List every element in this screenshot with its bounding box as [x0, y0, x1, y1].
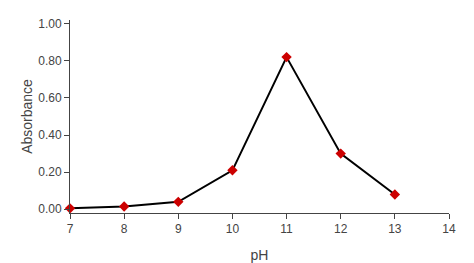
- svg-text:8: 8: [121, 222, 128, 236]
- svg-text:1.00: 1.00: [38, 17, 62, 31]
- svg-text:0.00: 0.00: [38, 202, 62, 216]
- svg-text:7: 7: [67, 222, 74, 236]
- svg-text:0.40: 0.40: [38, 128, 62, 142]
- svg-text:Absorbance: Absorbance: [19, 79, 35, 154]
- svg-text:0.80: 0.80: [38, 54, 62, 68]
- svg-text:0.60: 0.60: [38, 91, 62, 105]
- svg-text:9: 9: [175, 222, 182, 236]
- svg-text:11: 11: [280, 222, 293, 236]
- svg-text:10: 10: [226, 222, 240, 236]
- svg-text:0.20: 0.20: [38, 165, 62, 179]
- svg-text:pH: pH: [251, 247, 269, 263]
- svg-text:13: 13: [388, 222, 402, 236]
- svg-text:14: 14: [442, 222, 456, 236]
- svg-text:12: 12: [334, 222, 348, 236]
